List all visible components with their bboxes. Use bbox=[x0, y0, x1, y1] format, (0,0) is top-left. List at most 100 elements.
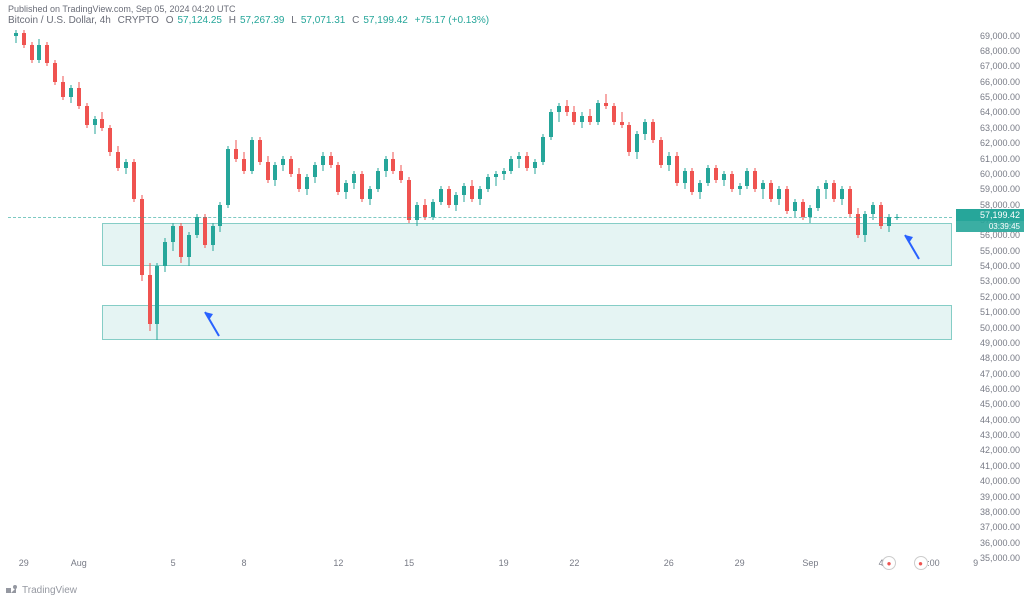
candle[interactable] bbox=[85, 28, 89, 558]
candle[interactable] bbox=[132, 28, 136, 558]
candle[interactable] bbox=[541, 28, 545, 558]
candle[interactable] bbox=[533, 28, 537, 558]
candle[interactable] bbox=[415, 28, 419, 558]
candle[interactable] bbox=[706, 28, 710, 558]
candle[interactable] bbox=[714, 28, 718, 558]
candle[interactable] bbox=[258, 28, 262, 558]
candle[interactable] bbox=[218, 28, 222, 558]
candle[interactable] bbox=[462, 28, 466, 558]
candle[interactable] bbox=[840, 28, 844, 558]
candle[interactable] bbox=[289, 28, 293, 558]
candle[interactable] bbox=[816, 28, 820, 558]
candle[interactable] bbox=[667, 28, 671, 558]
candle[interactable] bbox=[808, 28, 812, 558]
candle[interactable] bbox=[77, 28, 81, 558]
candle[interactable] bbox=[384, 28, 388, 558]
candle[interactable] bbox=[863, 28, 867, 558]
candle[interactable] bbox=[155, 28, 159, 558]
candle[interactable] bbox=[612, 28, 616, 558]
candle[interactable] bbox=[431, 28, 435, 558]
candle[interactable] bbox=[376, 28, 380, 558]
candle[interactable] bbox=[848, 28, 852, 558]
candle[interactable] bbox=[439, 28, 443, 558]
candle[interactable] bbox=[690, 28, 694, 558]
candle[interactable] bbox=[163, 28, 167, 558]
candle[interactable] bbox=[61, 28, 65, 558]
candle[interactable] bbox=[242, 28, 246, 558]
candle[interactable] bbox=[140, 28, 144, 558]
candle[interactable] bbox=[179, 28, 183, 558]
candle[interactable] bbox=[635, 28, 639, 558]
candle[interactable] bbox=[14, 28, 18, 558]
candle[interactable] bbox=[871, 28, 875, 558]
candle[interactable] bbox=[832, 28, 836, 558]
candle[interactable] bbox=[502, 28, 506, 558]
candle[interactable] bbox=[549, 28, 553, 558]
candle[interactable] bbox=[470, 28, 474, 558]
candle[interactable] bbox=[793, 28, 797, 558]
candle[interactable] bbox=[659, 28, 663, 558]
candle[interactable] bbox=[753, 28, 757, 558]
y-axis[interactable]: 35,000.0036,000.0037,000.0038,000.0039,0… bbox=[956, 28, 1024, 558]
candle[interactable] bbox=[148, 28, 152, 558]
candle[interactable] bbox=[116, 28, 120, 558]
candle[interactable] bbox=[604, 28, 608, 558]
candle[interactable] bbox=[100, 28, 104, 558]
candle[interactable] bbox=[745, 28, 749, 558]
x-axis[interactable]: 29Aug58121519222629Sep412:00912 bbox=[8, 558, 952, 572]
candle[interactable] bbox=[297, 28, 301, 558]
candle[interactable] bbox=[588, 28, 592, 558]
candle[interactable] bbox=[250, 28, 254, 558]
candle[interactable] bbox=[344, 28, 348, 558]
candle[interactable] bbox=[565, 28, 569, 558]
candle[interactable] bbox=[368, 28, 372, 558]
candle[interactable] bbox=[596, 28, 600, 558]
candle[interactable] bbox=[321, 28, 325, 558]
candle[interactable] bbox=[494, 28, 498, 558]
candle[interactable] bbox=[879, 28, 883, 558]
candle[interactable] bbox=[234, 28, 238, 558]
candle[interactable] bbox=[557, 28, 561, 558]
chart-plot-area[interactable] bbox=[8, 28, 952, 558]
candle[interactable] bbox=[777, 28, 781, 558]
candle[interactable] bbox=[824, 28, 828, 558]
candle[interactable] bbox=[517, 28, 521, 558]
candle[interactable] bbox=[45, 28, 49, 558]
candle[interactable] bbox=[313, 28, 317, 558]
candle[interactable] bbox=[22, 28, 26, 558]
candle[interactable] bbox=[336, 28, 340, 558]
candle[interactable] bbox=[352, 28, 356, 558]
candle[interactable] bbox=[580, 28, 584, 558]
candle[interactable] bbox=[856, 28, 860, 558]
candle[interactable] bbox=[509, 28, 513, 558]
candle[interactable] bbox=[423, 28, 427, 558]
candle[interactable] bbox=[785, 28, 789, 558]
candle[interactable] bbox=[572, 28, 576, 558]
candle[interactable] bbox=[30, 28, 34, 558]
candle[interactable] bbox=[281, 28, 285, 558]
candle[interactable] bbox=[226, 28, 230, 558]
candle[interactable] bbox=[698, 28, 702, 558]
candle[interactable] bbox=[769, 28, 773, 558]
annotation-arrow[interactable] bbox=[899, 229, 939, 269]
candle[interactable] bbox=[195, 28, 199, 558]
candle[interactable] bbox=[407, 28, 411, 558]
candle[interactable] bbox=[273, 28, 277, 558]
candle[interactable] bbox=[722, 28, 726, 558]
candle[interactable] bbox=[329, 28, 333, 558]
candle[interactable] bbox=[651, 28, 655, 558]
candle[interactable] bbox=[627, 28, 631, 558]
candle[interactable] bbox=[643, 28, 647, 558]
candle[interactable] bbox=[53, 28, 57, 558]
candle[interactable] bbox=[69, 28, 73, 558]
candle[interactable] bbox=[211, 28, 215, 558]
candle[interactable] bbox=[738, 28, 742, 558]
candle[interactable] bbox=[478, 28, 482, 558]
candle[interactable] bbox=[525, 28, 529, 558]
candle[interactable] bbox=[761, 28, 765, 558]
candle[interactable] bbox=[203, 28, 207, 558]
candle[interactable] bbox=[620, 28, 624, 558]
candle[interactable] bbox=[37, 28, 41, 558]
candle[interactable] bbox=[730, 28, 734, 558]
candle[interactable] bbox=[683, 28, 687, 558]
